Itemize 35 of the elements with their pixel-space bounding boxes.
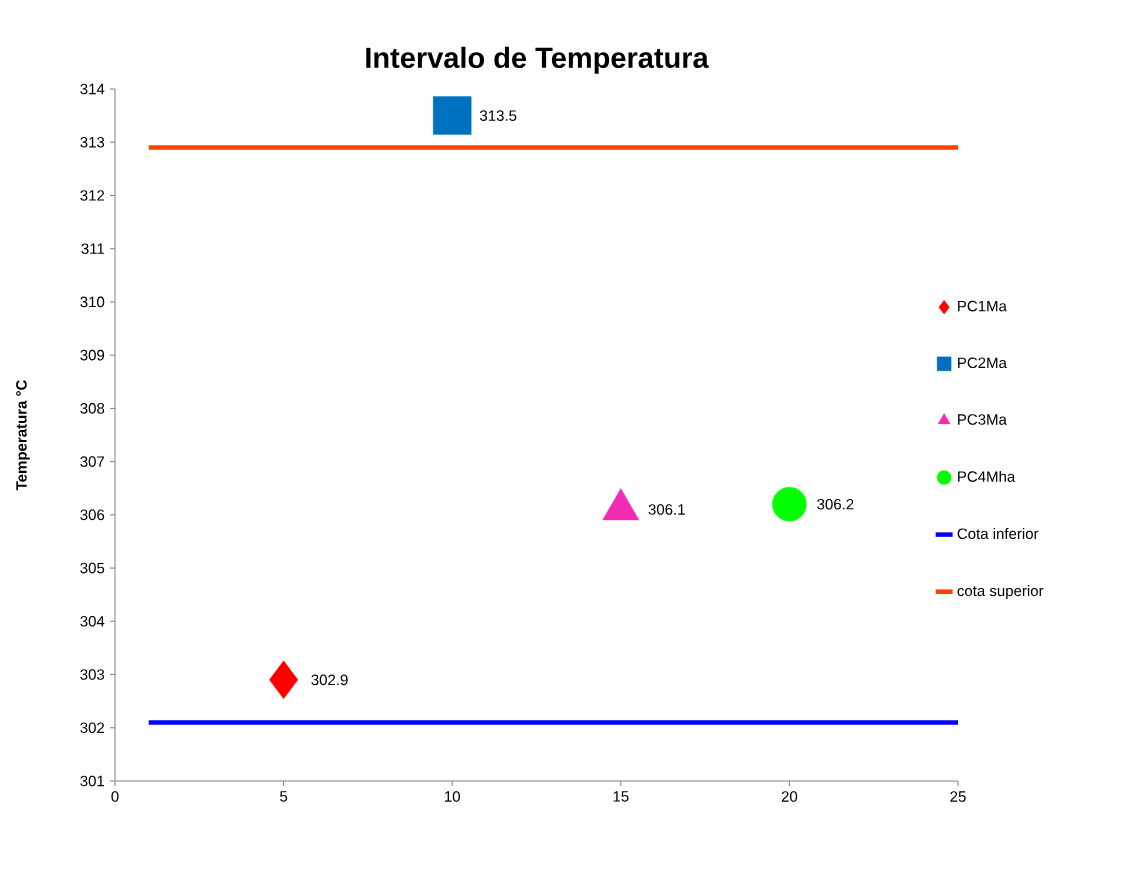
x-tick-label: 5 — [280, 791, 288, 802]
y-tick-label: 303 — [80, 669, 105, 680]
y-tick-label: 312 — [80, 190, 105, 201]
data-label: 313.5 — [479, 110, 517, 121]
point — [772, 487, 807, 522]
y-tick-label: 308 — [80, 403, 105, 414]
data-label: 302.9 — [311, 674, 348, 686]
x-tick-label: 10 — [445, 791, 460, 802]
x-tick-label: 25 — [950, 791, 966, 802]
y-axis-title: Temperatura °C — [16, 380, 30, 491]
y-tick-label: 301 — [80, 775, 105, 787]
x-tick-label: 0 — [111, 791, 119, 802]
legend-label: Cota inferior — [957, 528, 1039, 540]
y-tick-label: 304 — [80, 616, 105, 627]
legend-label: PC1Ma — [958, 300, 1007, 312]
legend-label: PC2Ma — [958, 357, 1007, 369]
chart-title: Intervalo de Temperatura — [366, 46, 709, 74]
y-tick-label: 309 — [80, 349, 105, 361]
y-tick-label: 311 — [81, 243, 105, 254]
y-tick-label: 307 — [80, 456, 105, 467]
y-tick-label: 306 — [80, 509, 105, 521]
legend-label: cota superior — [957, 585, 1044, 600]
y-tick-label: 302 — [80, 722, 105, 734]
legend-label: PC3Ma — [958, 414, 1007, 425]
y-tick-label: 305 — [80, 562, 105, 574]
x-tick-label: 15 — [613, 791, 629, 802]
y-tick-label: 313 — [80, 136, 105, 148]
point — [269, 660, 299, 700]
x-tick-label: 20 — [781, 791, 798, 802]
data-label: 306.1 — [648, 504, 685, 515]
point — [433, 96, 472, 135]
legend-label: PC4Mha — [958, 470, 1016, 482]
data-label: 306.2 — [817, 498, 854, 510]
y-tick-label: 314 — [80, 83, 105, 95]
y-tick-label: 310 — [80, 296, 105, 308]
